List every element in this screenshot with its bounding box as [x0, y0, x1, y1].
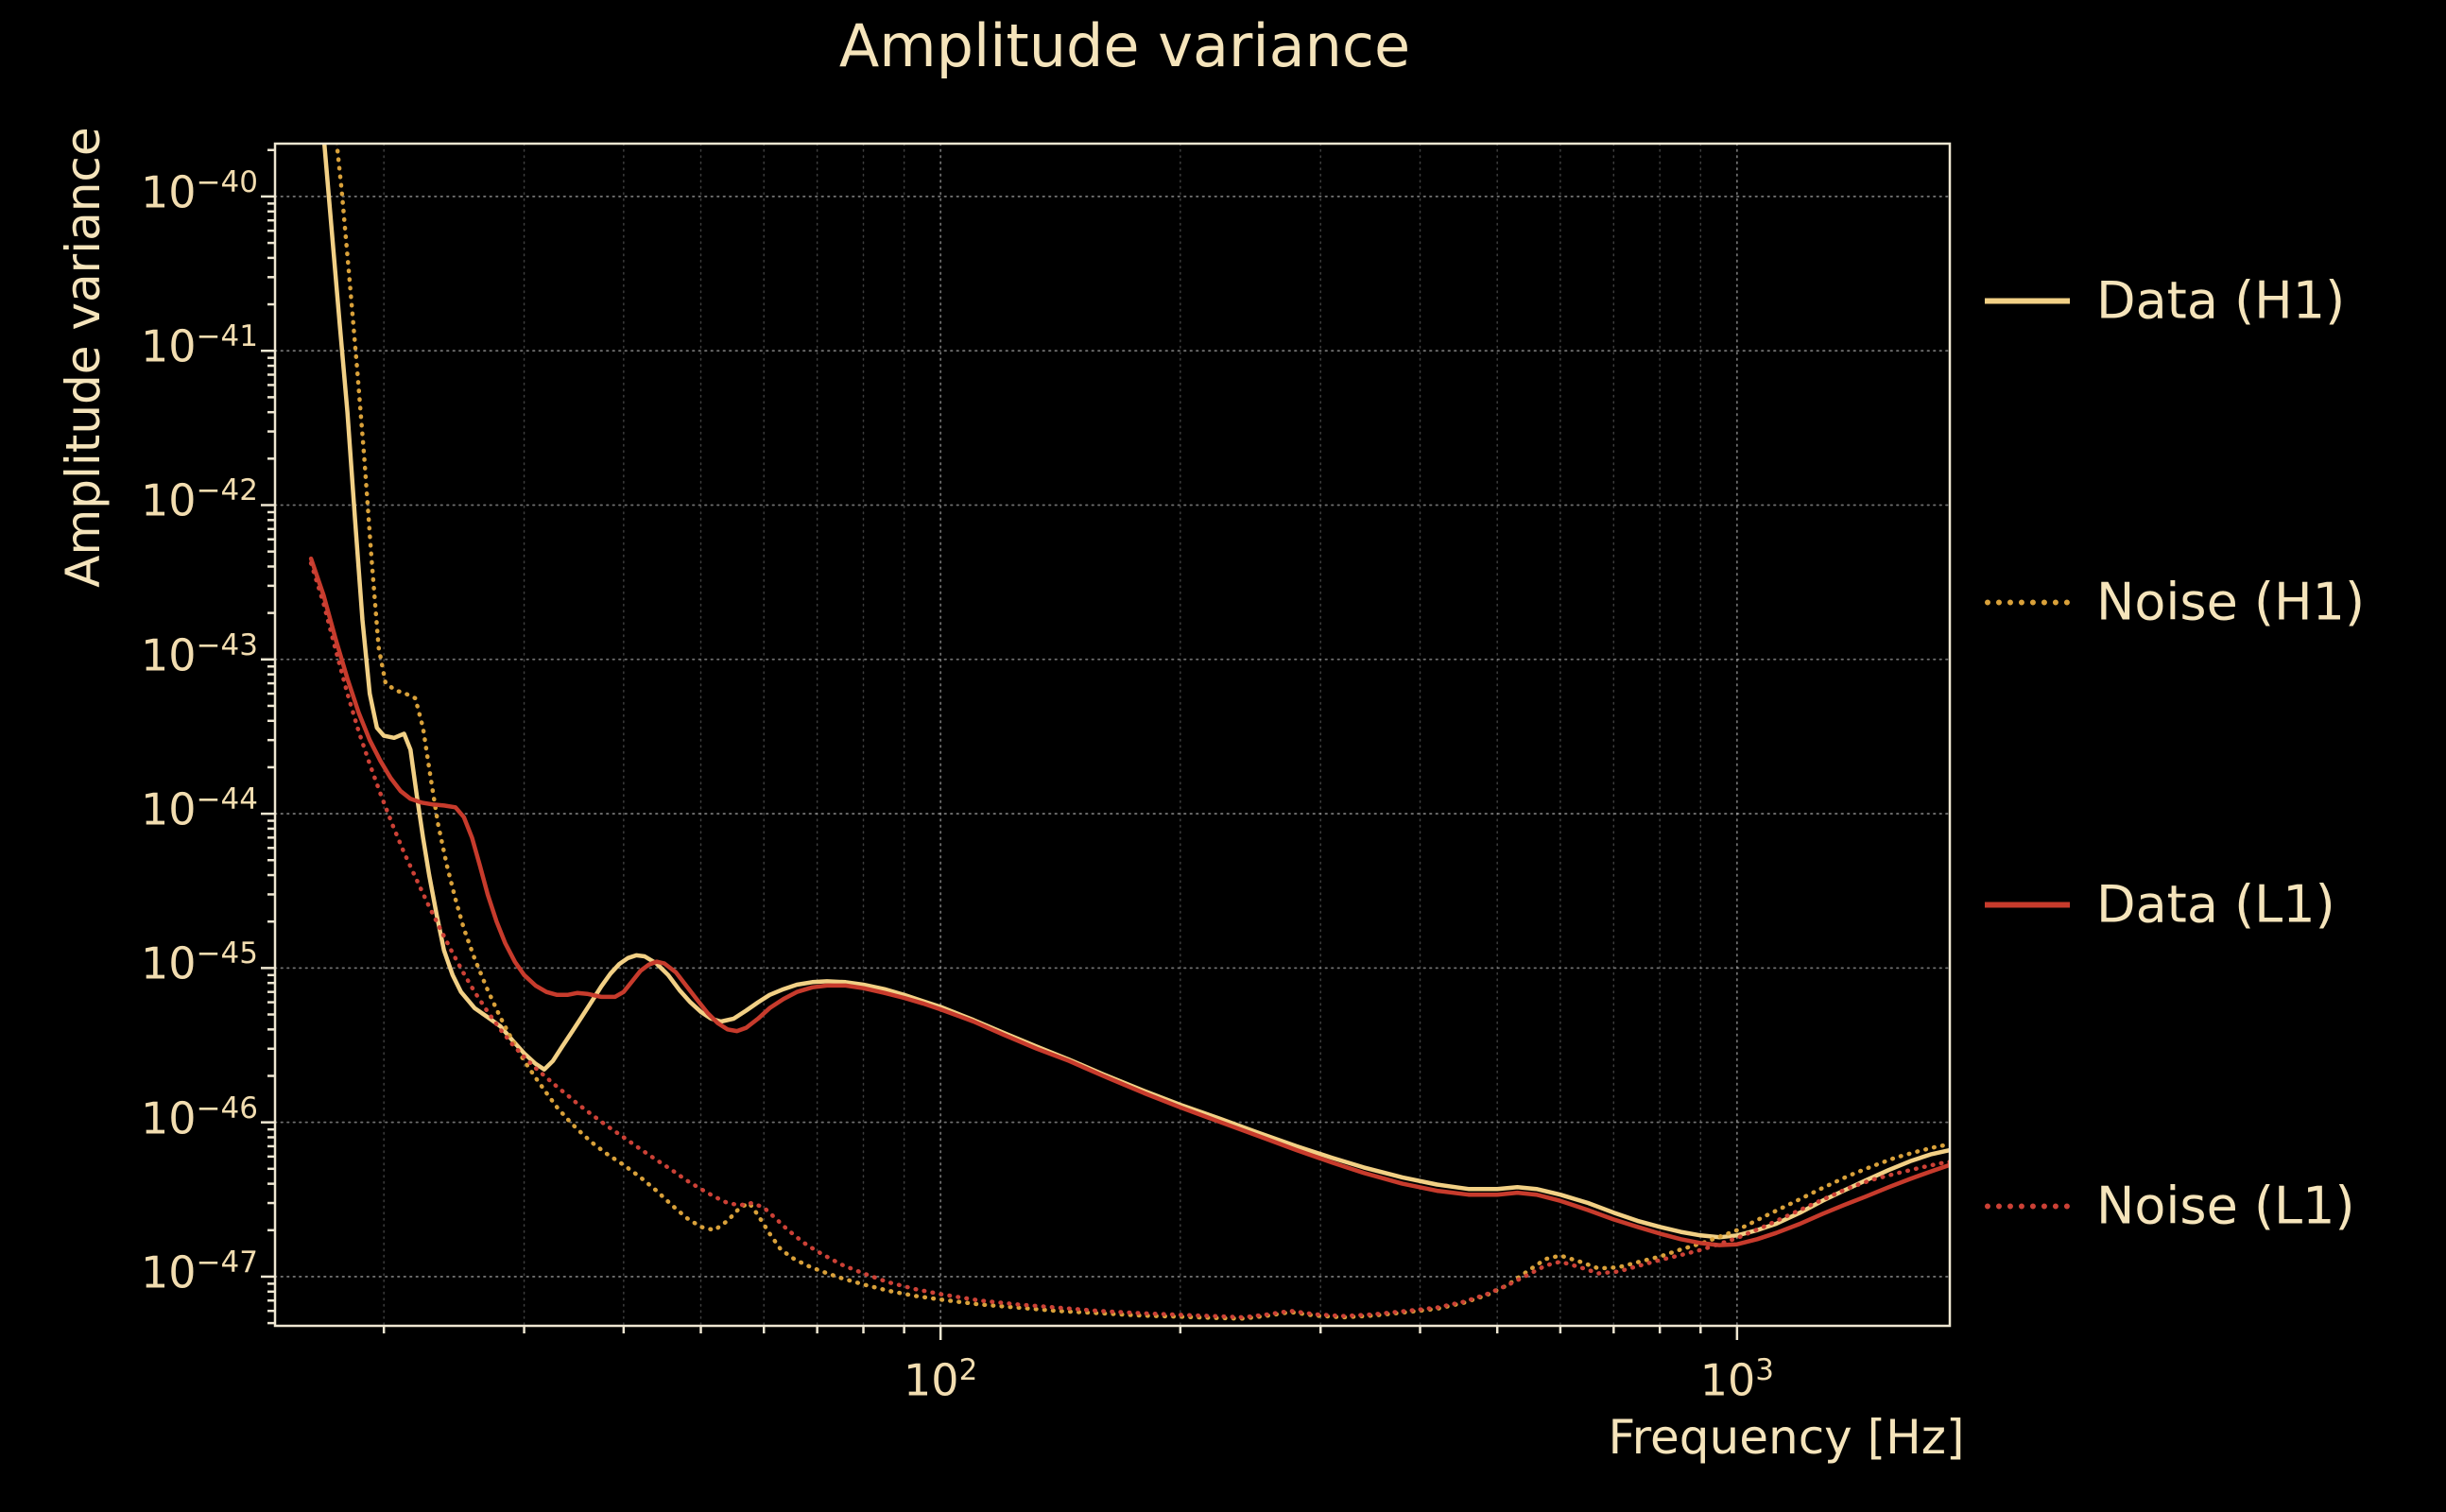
y-tick-label: 10−41	[141, 319, 258, 372]
chart-title: Amplitude variance	[838, 11, 1411, 80]
y-tick-label: 10−47	[141, 1245, 258, 1298]
x-tick-label: 103	[1699, 1353, 1774, 1406]
series-line-noise-l1	[308, 560, 1950, 1320]
y-tick-label: 10−43	[141, 627, 258, 681]
y-tick-label: 10−45	[141, 936, 258, 989]
grid-lines	[274, 143, 1951, 1327]
axes-spines	[273, 142, 1952, 1328]
y-axis-label: Amplitude variance	[56, 127, 111, 588]
series-lines	[308, 144, 1950, 1321]
x-tick-label: 102	[904, 1353, 978, 1406]
y-tick-label: 10−42	[141, 473, 258, 526]
y-tick-label: 10−46	[141, 1091, 258, 1143]
series-line-data-l1	[308, 556, 1950, 1247]
series-line-noise-h1	[335, 144, 1950, 1321]
y-tick-label: 10−44	[141, 782, 258, 835]
x-axis-label: Frequency [Hz]	[1608, 1410, 1965, 1465]
axis-ticks	[261, 148, 1739, 1340]
y-tick-label: 10−40	[141, 164, 258, 218]
series-line-data-h1	[321, 144, 1950, 1240]
